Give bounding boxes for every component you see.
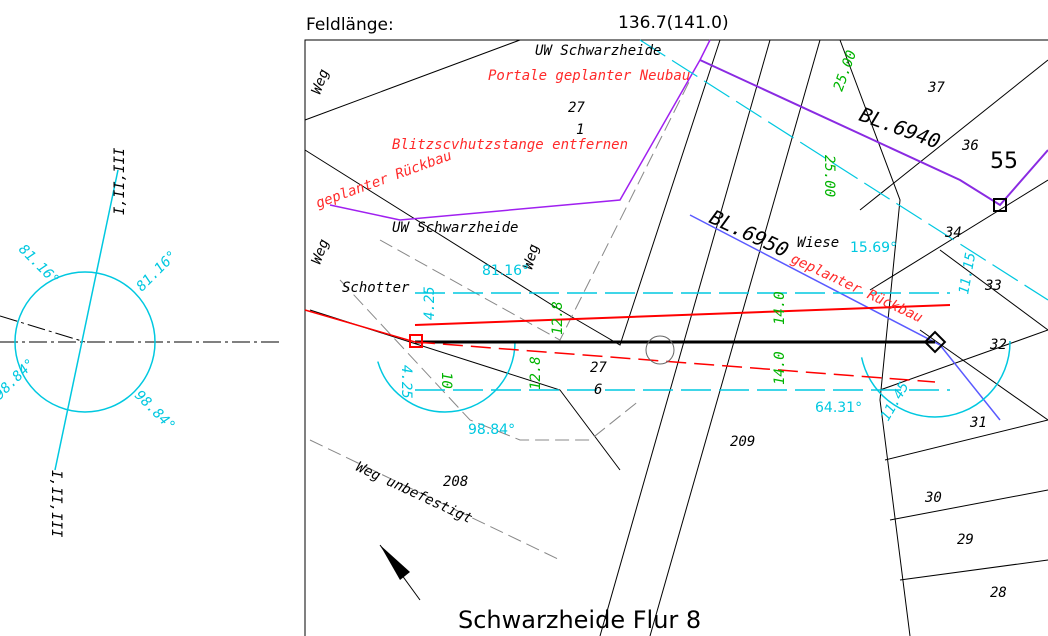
map-label: 98.84° [468,422,515,438]
parcel-number: 28 [990,585,1007,601]
map-label: 64.31° [815,400,862,416]
angle-label: 81.16° [15,242,62,289]
north-arrow-head [380,545,410,580]
power-line [700,60,1048,205]
angle-label: 98.84° [131,388,178,435]
parcel-number: 36 [961,138,979,154]
map-label: geplanter Rückbau [788,251,925,326]
map-label: 209 [730,434,755,450]
parcel-number: 30 [924,490,942,506]
parcel-number: 55 [990,149,1018,174]
map-label: 4.25 [422,286,438,320]
map-label: 11.45 [878,379,913,424]
parcel-number: 34 [944,225,962,241]
axis-line [0,316,85,342]
map-label: Schotter [342,280,410,296]
header-label: Feldlänge: [306,15,394,35]
map-label: BL.6940 [856,102,943,153]
map-label: geplanter Rückbau [314,148,454,212]
parcel-line [900,560,1048,580]
parcel-line [885,420,1048,460]
parcel-line [650,40,820,636]
tree [646,336,674,364]
red-line [305,310,415,342]
map-label: 1 [576,122,584,138]
direction-label: I,II,III [48,470,64,538]
parcel-line [920,330,1048,420]
map-label: 208 [443,474,468,490]
map-label: 25.00 [831,48,860,93]
parcel-number: 29 [957,532,974,548]
map-label: UW Schwarzheide [392,220,518,236]
map-label: 81.16° [482,263,529,279]
parcel-line [600,40,770,636]
power-line [330,40,710,220]
parcel-number: 32 [989,337,1007,353]
map-label: 25.00 [821,155,837,197]
map-label: 14.0 [772,351,788,385]
map-label: Weg [309,237,333,266]
map-label: 6 [594,382,602,398]
direction-line [55,170,118,470]
map-label: Weg unbefestigt [353,459,474,527]
map-label: 10 [438,372,454,389]
map-label: 14.0 [772,291,788,325]
map-label: Weg [309,67,333,96]
parcel-line [880,330,1048,390]
map-label: 27 [568,100,585,116]
direction-label: I,II,III [112,147,128,215]
parcel-line [890,490,1048,520]
map-label: Blitzscvhutzstange entfernen [392,137,628,153]
map-label: 11.15 [956,251,979,295]
angle-label: 98.84° [0,356,39,403]
header-value: 136.7(141.0) [618,13,729,33]
parcel-number: 31 [969,415,987,431]
map-label: Wiese [797,235,839,251]
parcel-number: 37 [927,80,945,96]
red-line [415,305,950,325]
drawing: Feldlänge: 136.7(141.0) 81.16° 81.16° 98… [0,0,1048,636]
red-line [415,342,935,382]
map-label: 12.8 [550,301,566,335]
map-label: BL.6950 [706,205,793,262]
map-label: 4.25 [398,365,414,399]
angle-label: 81.16° [134,248,181,295]
map-label: 12.8 [528,356,544,390]
parcel-number: 33 [984,278,1002,294]
map-label: 27 [590,360,607,376]
map-label: 15.69° [850,240,897,256]
map-label: UW Schwarzheide [535,43,661,59]
map-label: Portale geplanter Neubau [488,68,690,84]
map-title: Schwarzheide Flur 8 [458,606,701,634]
angle-symbol [0,170,280,470]
